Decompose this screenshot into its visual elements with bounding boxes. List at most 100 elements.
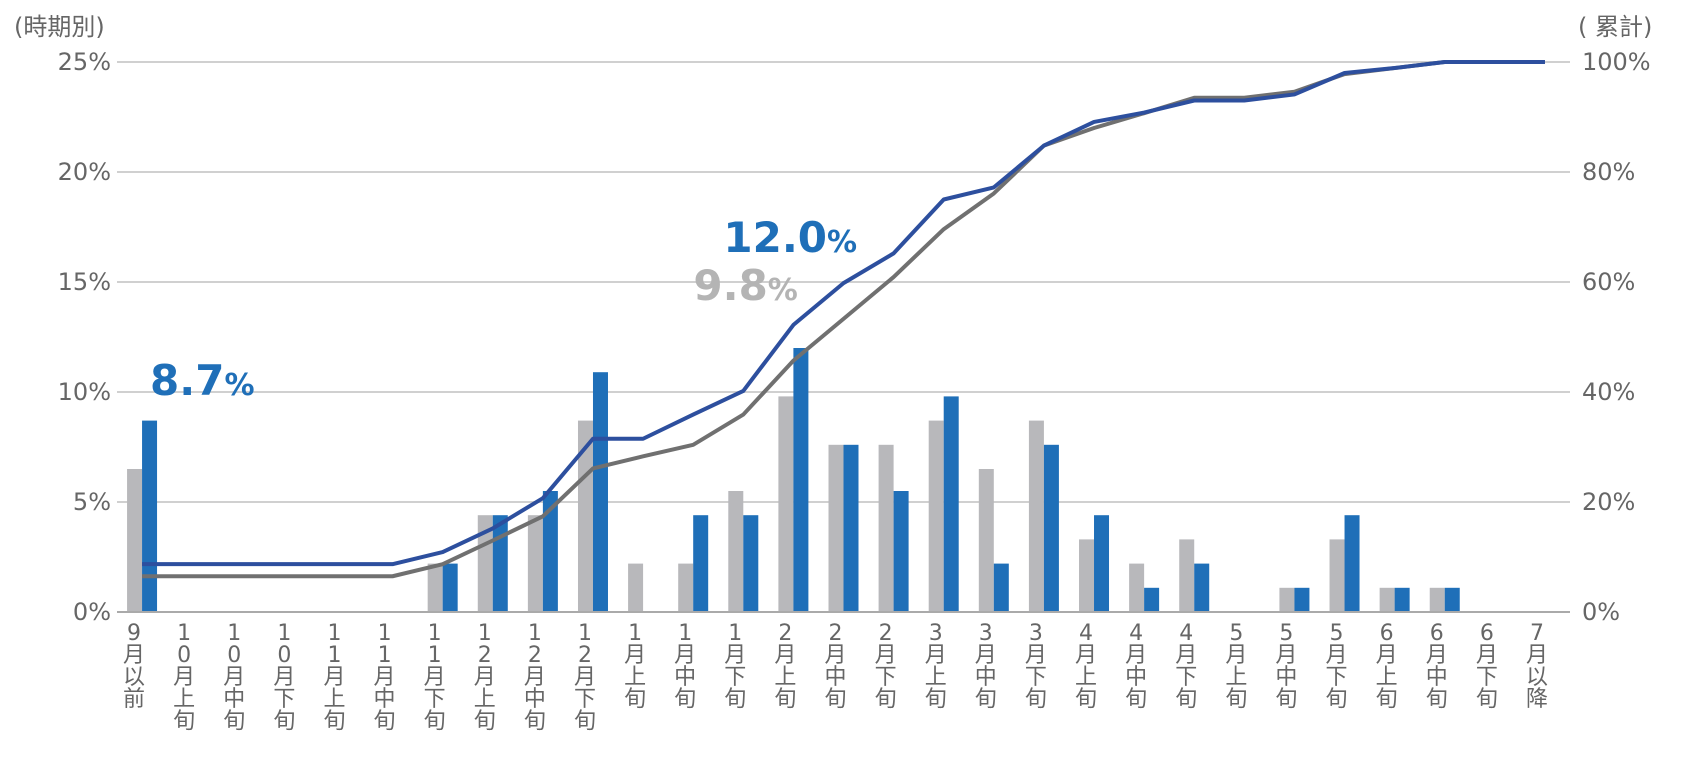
x-tick-label-char: 上 [925, 665, 947, 690]
x-tick-label-char: 月 [524, 665, 546, 690]
x-tick-label-char: 下 [1326, 665, 1348, 690]
bar-gray [728, 491, 744, 612]
x-tick-label-char: 月 [1326, 643, 1348, 668]
x-tick-label-char: 1 [277, 621, 291, 646]
x-tick-label-char: 月 [925, 643, 947, 668]
x-tick-label-char: 降 [1526, 687, 1548, 712]
cumulative-line-blue [142, 60, 1545, 567]
x-tick-label-char: 月 [1075, 643, 1097, 668]
x-tick-label-char: 下 [1476, 665, 1498, 690]
left-tick-label: 0% [73, 598, 111, 626]
x-tick-label-char: 旬 [273, 709, 295, 734]
line-layer [142, 60, 1545, 579]
left-tick-label: 20% [58, 158, 111, 186]
bar-blue [693, 515, 709, 612]
bar-blue [492, 515, 508, 612]
x-tick-label-char: 月 [1476, 643, 1498, 668]
axis-layer: 0% 5% 10% 15% 20% 25% 0% 20% 40% 60% 80% 100% [58, 48, 1651, 626]
x-tick-label-char: 旬 [774, 687, 796, 712]
x-tick-label-char: 5 [1229, 621, 1243, 646]
right-tick-label: 20% [1582, 488, 1635, 516]
bar-gray [778, 396, 794, 612]
x-tick-label-char: 旬 [424, 709, 446, 734]
label-layer: 9月以前10月上旬10月中旬10月下旬11月上旬11月中旬11月下旬12月上旬1… [123, 621, 1548, 734]
x-tick-label-char: 月 [574, 665, 596, 690]
x-tick-label-char: 月 [1175, 643, 1197, 668]
x-tick-label-char: 中 [975, 665, 997, 690]
x-tick-label-char: 4 [1079, 621, 1093, 646]
bar-gray [828, 444, 844, 612]
data-callout: 12.0% [723, 213, 857, 262]
bar-blue [793, 348, 809, 612]
bar-gray [928, 420, 944, 612]
right-tick-label: 0% [1582, 598, 1620, 626]
x-tick-label-char: 月 [1376, 643, 1398, 668]
x-tick-label-char: 上 [474, 687, 496, 712]
x-tick-label-char: 旬 [1326, 687, 1348, 712]
data-callout: 8.7% [150, 356, 254, 405]
x-tick-label-char: 2 [879, 621, 893, 646]
right-tick-label: 60% [1582, 268, 1635, 296]
x-tick-label-char: 上 [774, 665, 796, 690]
x-tick-label-char: 中 [1275, 665, 1297, 690]
x-tick-label-char: 1 [528, 621, 542, 646]
callout-value: 9.8 [693, 261, 767, 310]
x-tick-label-char: 月 [975, 643, 997, 668]
x-tick-label-char: 旬 [824, 687, 846, 712]
x-tick-label-char: 1 [478, 621, 492, 646]
x-tick-label-char: 旬 [1275, 687, 1297, 712]
x-tick-label-char: 月 [1125, 643, 1147, 668]
x-tick-label-char: 月 [474, 665, 496, 690]
bar-gray [527, 515, 543, 612]
bar-gray [1429, 587, 1445, 612]
bar-gray [127, 469, 143, 612]
callout-unit: % [768, 273, 798, 308]
x-tick-label-char: 月 [173, 665, 195, 690]
left-tick-label: 10% [58, 378, 111, 406]
x-tick-label-char: 以 [123, 665, 145, 690]
data-callout: 9.8% [693, 261, 797, 310]
bar-blue [843, 444, 859, 612]
x-tick-label-char: 下 [273, 687, 295, 712]
x-tick-label-char: 月 [824, 643, 846, 668]
x-tick-label-char: 旬 [1426, 687, 1448, 712]
callout-value: 8.7 [150, 356, 224, 405]
bar-blue [542, 491, 558, 612]
left-tick-label: 15% [58, 268, 111, 296]
x-tick-label-char: 月 [1025, 643, 1047, 668]
x-tick-label-char: 0 [277, 643, 291, 668]
x-tick-label-char: 上 [624, 665, 646, 690]
x-tick-label-char: 旬 [223, 709, 245, 734]
x-tick-label-char: 0 [177, 643, 191, 668]
bar-gray [1179, 539, 1195, 612]
x-tick-label-char: 2 [578, 643, 592, 668]
callout-unit: % [224, 368, 254, 403]
bar-blue [743, 515, 759, 612]
x-tick-label-char: 旬 [925, 687, 947, 712]
x-tick-label-char: 中 [1125, 665, 1147, 690]
left-tick-label: 5% [73, 488, 111, 516]
x-tick-label-char: 旬 [574, 709, 596, 734]
bar-blue [1294, 587, 1310, 612]
x-tick-label-char: 月 [1275, 643, 1297, 668]
bar-blue [1344, 515, 1360, 612]
x-tick-label-char: 4 [1129, 621, 1143, 646]
